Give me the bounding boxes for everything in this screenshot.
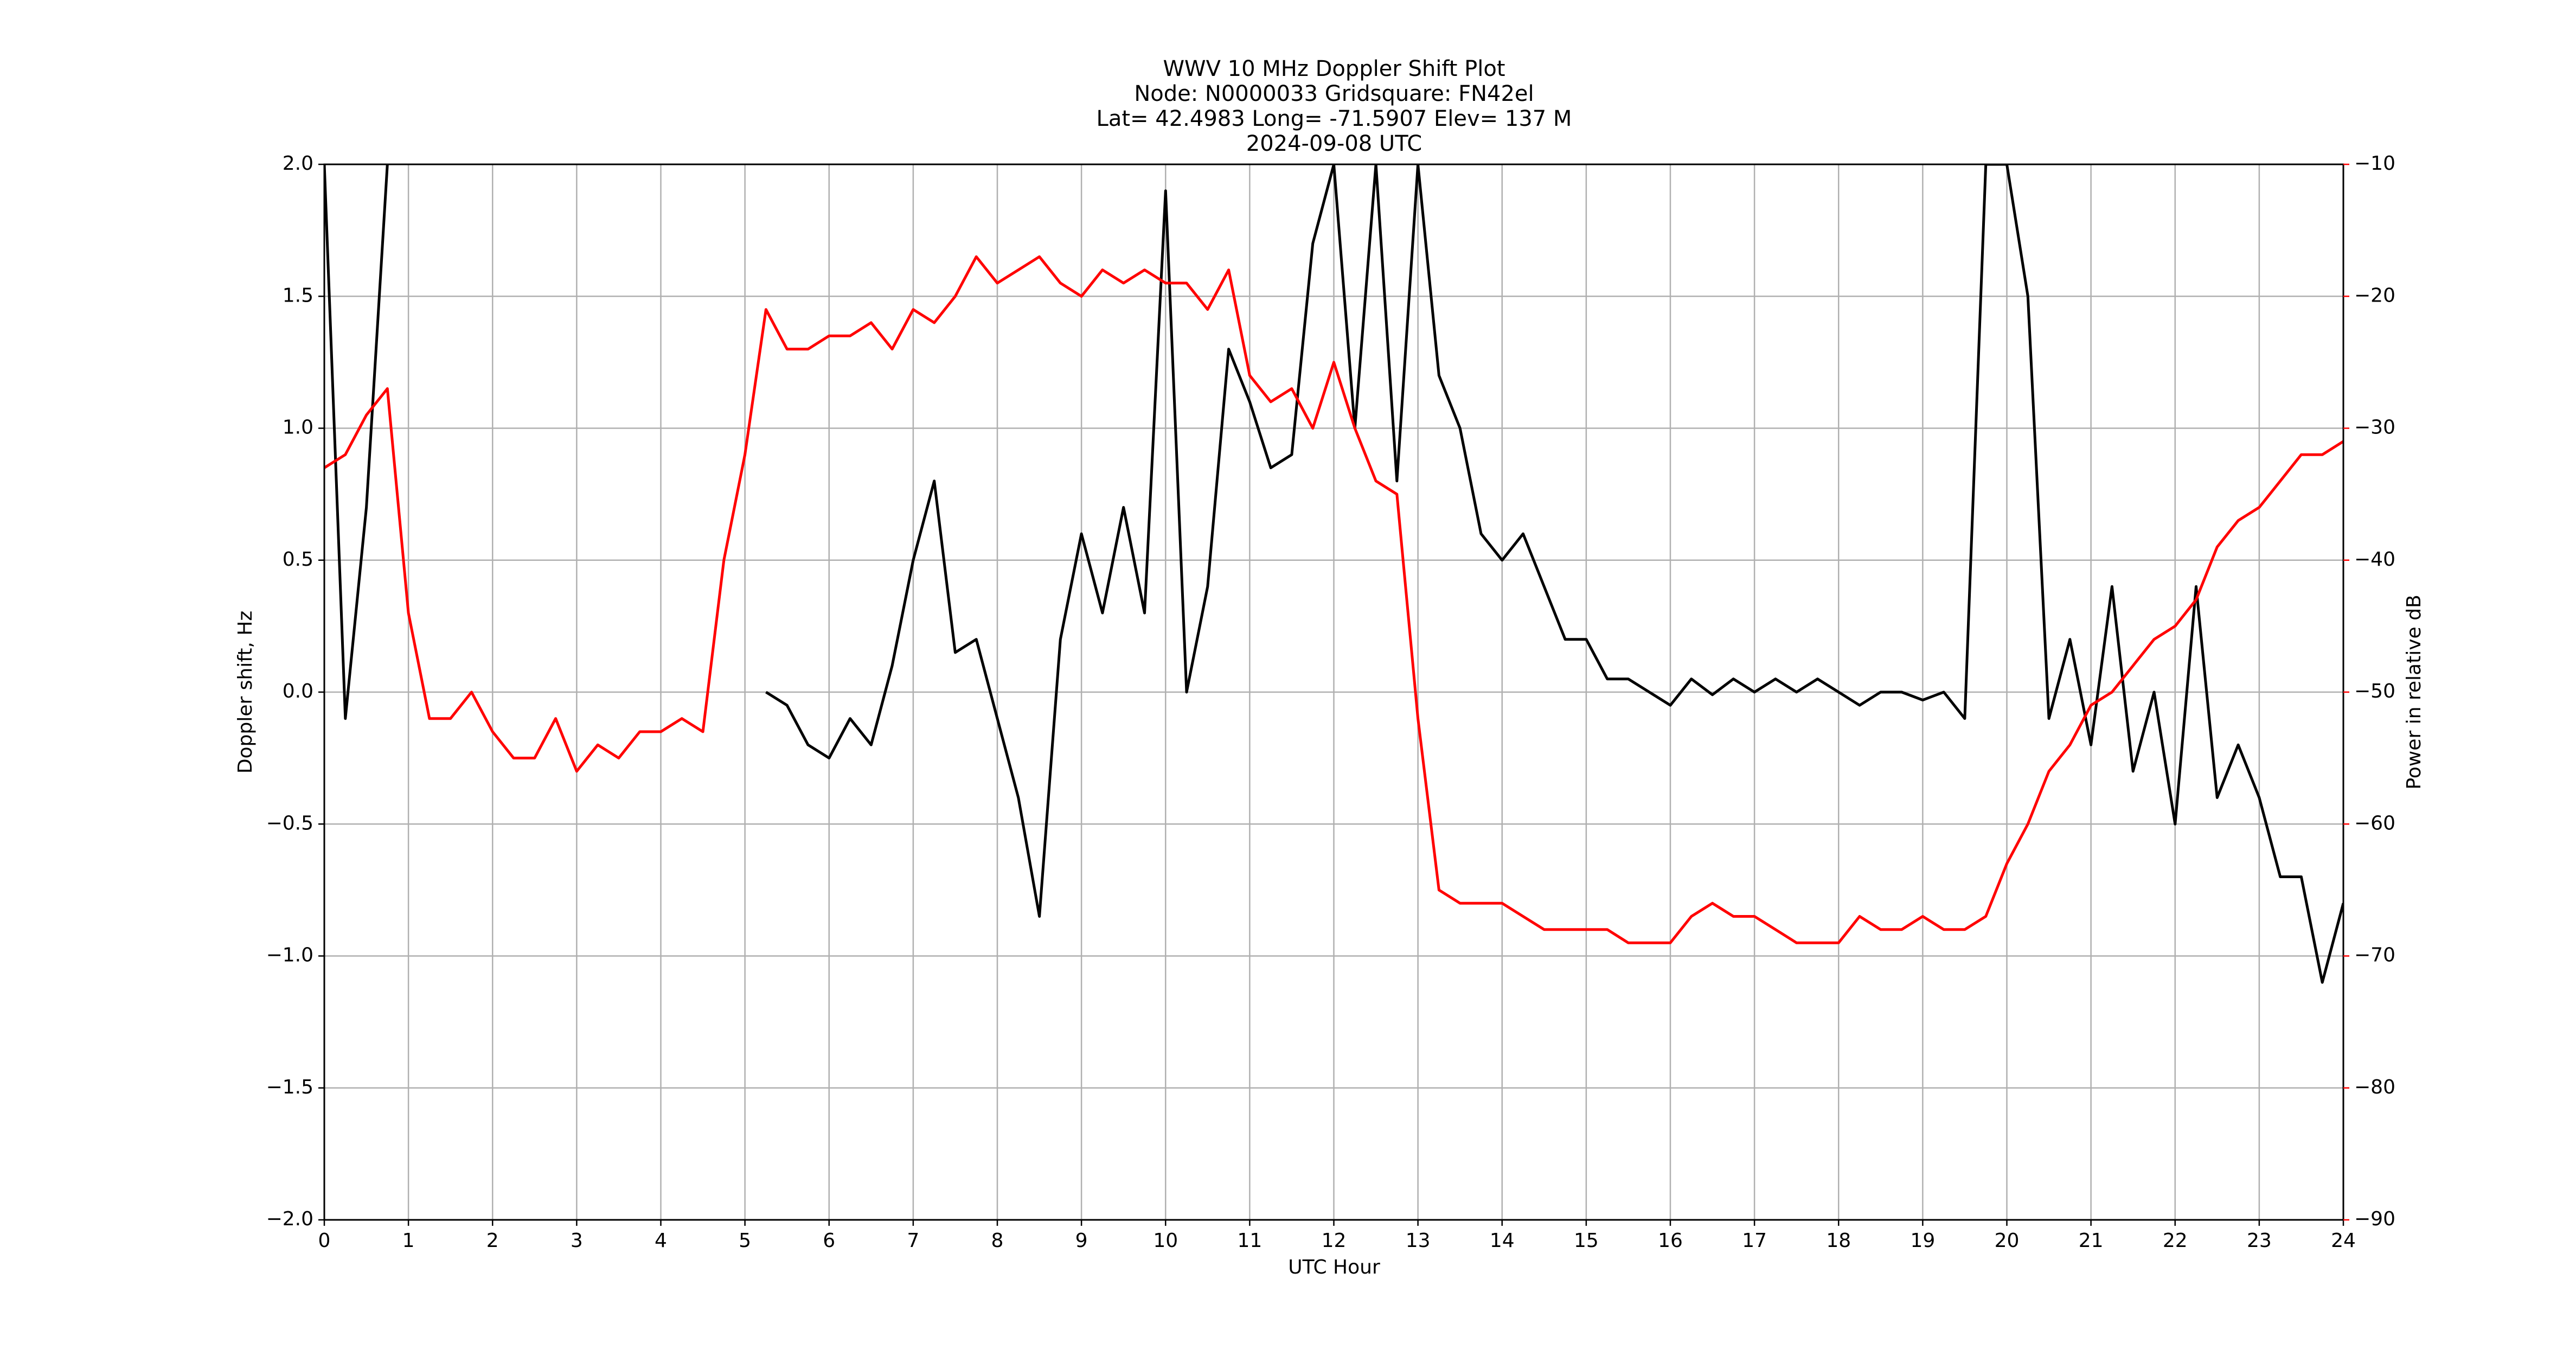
- x-tick-label: 1: [402, 1230, 415, 1252]
- y-tick-label: 1.5: [283, 284, 313, 306]
- ticks: 0 1 2 3 4 5 6 7 8 9 10 11 12 13 14 15 16 17 18 19 20 21 22 23 24…: [266, 152, 2395, 1252]
- chart-title: Node: N0000033 Gridsquare: FN42el: [1134, 81, 1534, 106]
- x-tick-label: 14: [1490, 1230, 1515, 1252]
- x-tick-label: 21: [2079, 1230, 2104, 1252]
- x-tick-label: 15: [1574, 1230, 1599, 1252]
- chart-title: 2024-09-08 UTC: [1246, 131, 1422, 156]
- y2-tick-label: −10: [2354, 152, 2395, 175]
- x-tick-label: 12: [1322, 1230, 1347, 1252]
- y-tick-label: −1.5: [266, 1076, 313, 1098]
- y2-tick-label: −50: [2354, 680, 2395, 702]
- y2-axis-label: Power in relative dB: [2403, 594, 2425, 789]
- x-tick-label: 23: [2247, 1230, 2272, 1252]
- y-tick-label: 0.5: [283, 548, 313, 571]
- y2-tick-label: −70: [2354, 944, 2395, 967]
- y-tick-label: 2.0: [283, 152, 313, 175]
- data-line: [324, 255, 2343, 944]
- x-tick-label: 20: [1995, 1230, 2020, 1252]
- y2-tick-label: −40: [2354, 548, 2395, 571]
- x-tick-label: 2: [486, 1230, 499, 1252]
- chart-title: WWV 10 MHz Doppler Shift Plot: [1163, 56, 1505, 81]
- x-tick-label: 11: [1237, 1230, 1262, 1252]
- x-tick-label: 3: [571, 1230, 583, 1252]
- x-axis-label: UTC Hour: [1288, 1256, 1380, 1278]
- x-tick-label: 9: [1075, 1230, 1088, 1252]
- y2-tick-label: −20: [2354, 284, 2395, 306]
- x-tick-label: 13: [1406, 1230, 1431, 1252]
- x-tick-label: 4: [655, 1230, 667, 1252]
- y2-tick-label: −30: [2354, 417, 2395, 439]
- x-tick-label: 0: [318, 1230, 331, 1252]
- y-tick-label: −0.5: [266, 812, 313, 834]
- x-tick-label: 16: [1658, 1230, 1683, 1252]
- x-tick-label: 7: [907, 1230, 919, 1252]
- y-axis-label: Doppler shift, Hz: [234, 611, 257, 773]
- chart-title: Lat= 42.4983 Long= -71.5907 Elev= 137 M: [1097, 106, 1572, 131]
- plot-area: [324, 164, 2343, 984]
- x-tick-label: 10: [1153, 1230, 1178, 1252]
- y-tick-label: −1.0: [266, 944, 313, 967]
- x-tick-label: 19: [1910, 1230, 1935, 1252]
- x-tick-label: 18: [1826, 1230, 1851, 1252]
- x-tick-label: 22: [2163, 1230, 2188, 1252]
- x-tick-label: 5: [739, 1230, 751, 1252]
- x-tick-label: 17: [1742, 1230, 1767, 1252]
- x-tick-label: 6: [823, 1230, 835, 1252]
- y-tick-label: 0.0: [283, 680, 313, 702]
- x-tick-label: 24: [2331, 1230, 2356, 1252]
- x-tick-label: 8: [991, 1230, 1004, 1252]
- y2-tick-label: −80: [2354, 1076, 2395, 1098]
- y-tick-label: −2.0: [266, 1208, 313, 1230]
- y2-tick-label: −90: [2354, 1208, 2395, 1230]
- data-line: [324, 164, 2343, 984]
- y-tick-label: 1.0: [283, 417, 313, 439]
- y2-tick-label: −60: [2354, 812, 2395, 834]
